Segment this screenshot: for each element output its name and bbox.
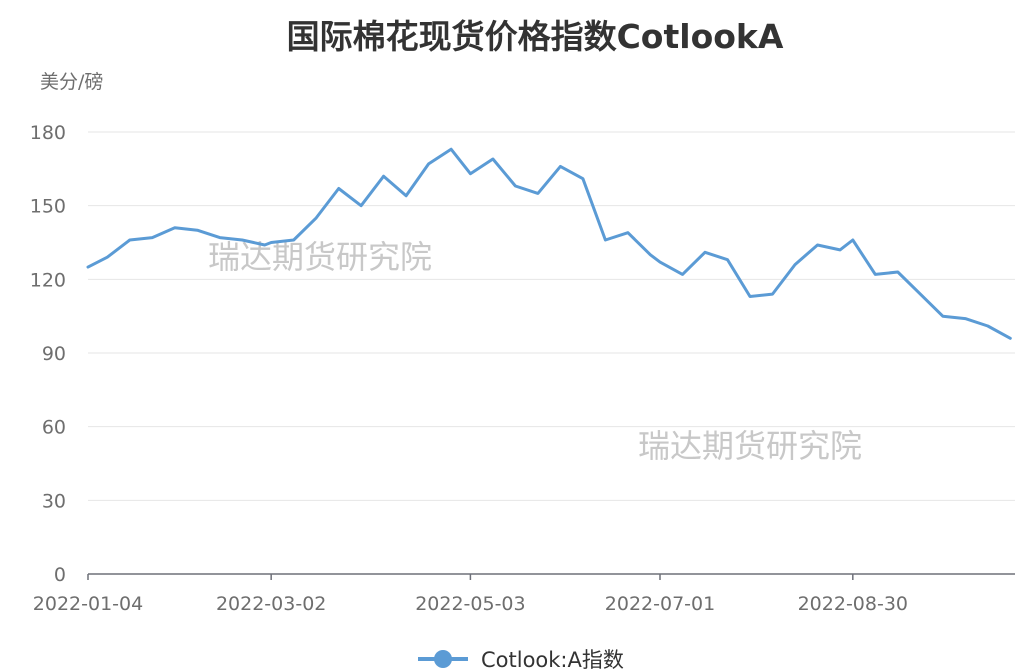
data-point[interactable] <box>217 235 223 241</box>
y-tick-label: 120 <box>30 269 66 291</box>
y-tick-label: 90 <box>42 343 66 365</box>
data-point[interactable] <box>747 294 753 300</box>
legend[interactable]: Cotlook:A指数 <box>418 648 624 670</box>
data-point[interactable] <box>702 249 708 255</box>
y-axis-unit-label: 美分/磅 <box>40 71 103 93</box>
grid-lines <box>88 131 1015 501</box>
data-point[interactable] <box>127 237 133 243</box>
y-tick-label: 150 <box>30 196 66 218</box>
data-point[interactable] <box>1007 335 1013 341</box>
data-point[interactable] <box>313 215 319 221</box>
series-line[interactable] <box>86 147 1012 340</box>
data-point[interactable] <box>172 225 178 231</box>
data-point[interactable] <box>724 257 730 263</box>
x-tick-label: 2022-05-03 <box>415 593 525 615</box>
data-point[interactable] <box>467 171 473 177</box>
data-point[interactable] <box>262 242 268 248</box>
data-point[interactable] <box>962 316 968 322</box>
data-point[interactable] <box>814 242 820 248</box>
x-tick-label: 2022-07-01 <box>605 593 715 615</box>
data-point[interactable] <box>985 323 991 329</box>
x-tick-label: 2022-03-02 <box>216 593 326 615</box>
data-point[interactable] <box>679 271 685 277</box>
legend-label: Cotlook:A指数 <box>481 648 624 670</box>
data-point[interactable] <box>194 227 200 233</box>
series-group <box>85 146 1013 341</box>
data-point[interactable] <box>426 161 432 167</box>
data-point[interactable] <box>336 185 342 191</box>
x-axis: 2022-01-04 2022-03-02 2022-05-03 2022-07-01… <box>33 573 1015 615</box>
data-point[interactable] <box>535 190 541 196</box>
data-point[interactable] <box>580 176 586 182</box>
x-tick-label: 2022-01-04 <box>33 593 143 615</box>
data-point[interactable] <box>557 163 563 169</box>
y-axis-ticks: 0 30 60 90 120 150 180 <box>30 122 66 586</box>
data-point[interactable] <box>104 254 110 260</box>
y-tick-label: 60 <box>42 417 66 439</box>
legend-marker-icon <box>434 650 452 668</box>
y-tick-label: 0 <box>54 564 66 586</box>
data-point[interactable] <box>239 237 245 243</box>
y-tick-label: 30 <box>42 490 66 512</box>
data-point[interactable] <box>647 252 653 258</box>
data-point[interactable] <box>657 259 663 265</box>
data-point[interactable] <box>85 264 91 270</box>
data-point[interactable] <box>149 235 155 241</box>
data-point[interactable] <box>850 237 856 243</box>
watermark-text: 瑞达期货研究院 <box>208 238 432 276</box>
data-point[interactable] <box>448 146 454 152</box>
data-point[interactable] <box>291 237 297 243</box>
data-point[interactable] <box>512 183 518 189</box>
data-point[interactable] <box>602 237 608 243</box>
y-tick-label: 180 <box>30 122 66 144</box>
data-point[interactable] <box>403 193 409 199</box>
data-point[interactable] <box>358 203 364 209</box>
data-point[interactable] <box>792 262 798 268</box>
data-point[interactable] <box>917 291 923 297</box>
data-point[interactable] <box>940 313 946 319</box>
watermark-text: 瑞达期货研究院 <box>638 427 862 465</box>
x-tick-label: 2022-08-30 <box>798 593 908 615</box>
data-point[interactable] <box>625 230 631 236</box>
data-point[interactable] <box>381 173 387 179</box>
data-point[interactable] <box>895 269 901 275</box>
chart-title: 国际棉花现货价格指数CotlookA <box>287 17 784 56</box>
data-point[interactable] <box>837 247 843 253</box>
data-point[interactable] <box>872 271 878 277</box>
data-point[interactable] <box>769 291 775 297</box>
data-point[interactable] <box>268 240 274 246</box>
data-point[interactable] <box>490 156 496 162</box>
